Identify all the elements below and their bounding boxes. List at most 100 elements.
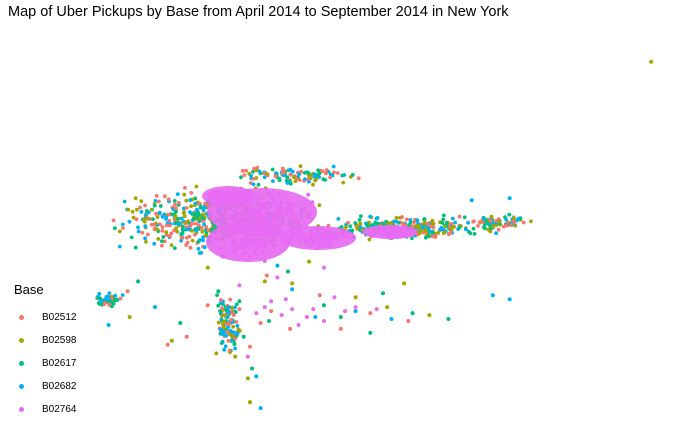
data-point	[353, 309, 358, 314]
data-point	[343, 309, 347, 314]
data-point	[296, 323, 301, 327]
legend-key	[10, 361, 32, 366]
legend-label: B02598	[42, 335, 77, 346]
data-point	[169, 338, 174, 343]
legend-label: B02512	[42, 312, 77, 323]
legend-dot-icon	[18, 338, 24, 343]
data-point	[338, 326, 343, 331]
series-b02682	[106, 196, 512, 411]
data-point	[184, 334, 189, 339]
legend-label: B02682	[42, 381, 77, 392]
data-point	[649, 59, 654, 64]
data-point	[165, 342, 170, 347]
series-b02598	[127, 59, 654, 405]
pickup-density-texture	[95, 164, 533, 356]
data-point	[290, 307, 295, 312]
data-point	[321, 265, 326, 270]
data-point	[279, 313, 284, 318]
data-point	[427, 313, 432, 318]
data-point	[353, 305, 358, 310]
data-point	[205, 265, 210, 270]
data-point	[254, 374, 259, 379]
data-point	[286, 269, 290, 274]
data-point	[311, 307, 316, 312]
data-point	[283, 297, 288, 302]
data-point	[237, 307, 242, 312]
data-point	[410, 311, 415, 316]
legend-title: Base	[14, 282, 44, 297]
series-b02512	[125, 273, 411, 349]
chart-title: Map of Uber Pickups by Base from April 2…	[8, 4, 509, 20]
legend-key	[10, 338, 32, 343]
data-point	[106, 323, 111, 327]
data-point	[258, 406, 263, 411]
data-point	[406, 319, 411, 323]
data-point	[374, 307, 379, 312]
data-point	[216, 289, 221, 294]
data-point	[290, 287, 295, 292]
data-point	[127, 315, 132, 319]
legend-key	[10, 384, 32, 389]
data-point	[338, 315, 343, 319]
legend-dot-icon	[18, 384, 24, 389]
data-point	[245, 354, 250, 359]
data-point	[241, 334, 246, 339]
data-point	[469, 198, 474, 203]
legend-label: B02617	[42, 358, 77, 369]
data-point	[507, 297, 512, 302]
data-point	[275, 275, 280, 280]
data-point	[507, 196, 512, 201]
legend: Base B02512 B02598 B02617 B02682 B02764	[10, 282, 130, 421]
data-point	[254, 311, 259, 316]
data-point	[262, 305, 267, 310]
data-point	[490, 293, 495, 298]
data-point	[368, 311, 373, 316]
data-point	[353, 295, 358, 300]
data-point	[153, 305, 157, 310]
data-point	[264, 273, 269, 278]
legend-dot-icon	[18, 407, 24, 412]
data-point	[125, 289, 130, 294]
data-point	[332, 295, 337, 300]
data-point	[262, 279, 267, 284]
data-point	[288, 326, 293, 331]
data-point	[321, 319, 326, 323]
data-point	[307, 259, 312, 264]
legend-label: B02764	[42, 404, 77, 415]
data-point	[321, 303, 326, 308]
data-point	[248, 344, 252, 349]
legend-key	[10, 407, 32, 412]
data-point	[226, 305, 231, 310]
legend-item-b02512: B02512	[10, 306, 130, 329]
data-point	[290, 281, 295, 286]
data-point	[267, 319, 271, 323]
legend-item-b02598: B02598	[10, 329, 130, 352]
data-point	[248, 400, 252, 405]
data-point	[237, 283, 242, 288]
legend-dot-icon	[18, 361, 24, 366]
legend-key	[10, 315, 32, 320]
data-point	[237, 299, 242, 304]
legend-dot-icon	[18, 315, 24, 320]
data-point	[205, 303, 210, 308]
data-point	[245, 376, 250, 381]
data-point	[178, 321, 183, 325]
data-point	[269, 309, 274, 314]
data-point	[368, 330, 373, 335]
data-point	[317, 293, 322, 298]
data-point	[381, 291, 385, 296]
data-point	[446, 317, 451, 321]
data-point	[250, 366, 255, 371]
legend-item-b02682: B02682	[10, 375, 130, 398]
data-point	[233, 354, 238, 359]
data-point	[136, 279, 141, 284]
legend-item-b02617: B02617	[10, 352, 130, 375]
data-point	[275, 263, 280, 268]
data-point	[258, 321, 263, 325]
series-b02764	[237, 265, 379, 359]
data-point	[313, 315, 318, 319]
data-point	[305, 315, 309, 319]
data-point	[389, 317, 394, 321]
data-point	[385, 305, 390, 310]
